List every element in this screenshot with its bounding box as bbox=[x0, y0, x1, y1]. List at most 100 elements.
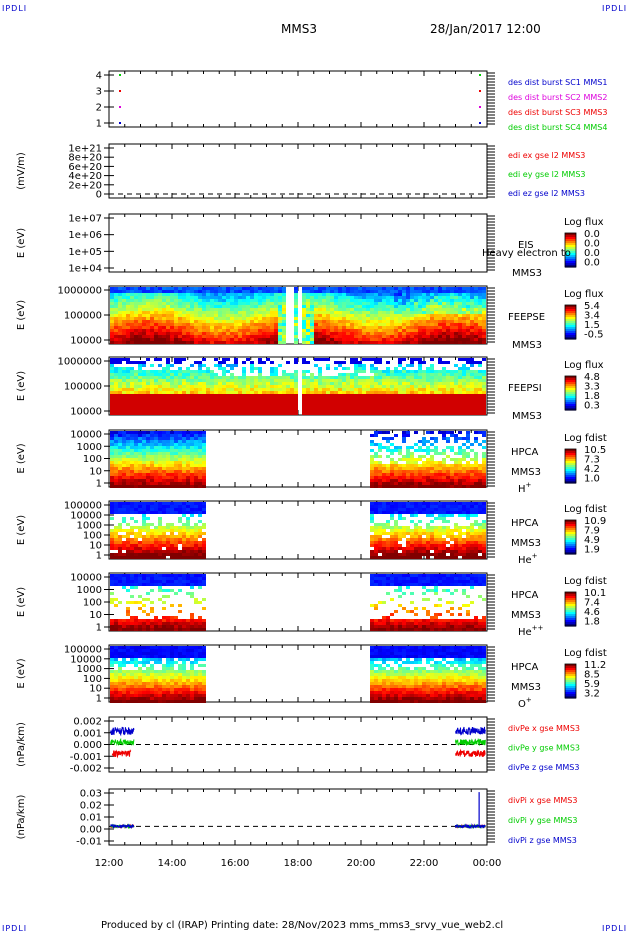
spectrogram-cell bbox=[450, 308, 454, 311]
spectrogram-cell bbox=[358, 385, 362, 388]
spectrogram-cell bbox=[338, 397, 342, 400]
spectrogram-cell bbox=[138, 382, 142, 385]
spectrogram-cell bbox=[274, 302, 278, 305]
spectrogram-cell bbox=[134, 335, 138, 338]
spectrogram-cell bbox=[162, 373, 166, 376]
spectrogram-cell bbox=[310, 388, 314, 391]
spectrogram-cell bbox=[454, 452, 458, 455]
y-tick-label: 1 bbox=[96, 479, 102, 490]
spectrogram-cell bbox=[222, 367, 226, 370]
spectrogram-cell bbox=[382, 470, 386, 473]
colorbar-tick-label: 0.0 bbox=[584, 258, 600, 269]
spectrogram-cell bbox=[478, 335, 482, 338]
spectrogram-cell bbox=[190, 323, 194, 326]
spectrogram-cell bbox=[434, 299, 438, 302]
spectrogram-cell bbox=[410, 458, 414, 461]
spectrogram-cell bbox=[130, 305, 134, 308]
spectrogram-cell bbox=[130, 449, 134, 452]
spectrogram-cell bbox=[146, 320, 150, 323]
spectrogram-cell bbox=[350, 299, 354, 302]
spectrogram-cell bbox=[314, 320, 318, 323]
spectrogram-cell bbox=[130, 476, 134, 479]
spectrogram-cell bbox=[178, 406, 182, 409]
spectrogram-cell bbox=[210, 376, 214, 379]
spectrogram-cell bbox=[234, 412, 238, 415]
spectrogram-cell bbox=[362, 335, 366, 338]
spectrogram-cell bbox=[202, 329, 206, 332]
spectrogram-cell bbox=[442, 482, 446, 485]
spectrogram-cell bbox=[190, 455, 194, 458]
spectrogram-cell bbox=[134, 473, 138, 476]
spectrogram-cell bbox=[410, 320, 414, 323]
spectrogram-cell bbox=[482, 332, 486, 335]
spectrogram-cell bbox=[114, 476, 118, 479]
spectrogram-cell bbox=[218, 329, 222, 332]
spectrogram-cell bbox=[406, 382, 410, 385]
spectrogram-cell bbox=[242, 323, 246, 326]
spectrogram-cell bbox=[450, 305, 454, 308]
spectrogram-cell bbox=[122, 376, 126, 379]
spectrogram-cell bbox=[414, 370, 418, 373]
spectrogram-cell bbox=[126, 508, 130, 511]
spectrogram-cell bbox=[414, 449, 418, 452]
spectrogram-cell bbox=[138, 338, 142, 341]
spectrogram-cell bbox=[474, 409, 478, 412]
spectrogram-cell bbox=[150, 458, 154, 461]
spectrogram-cell bbox=[426, 341, 430, 344]
spectrogram-cell bbox=[122, 505, 126, 508]
spectrogram-cell bbox=[134, 535, 138, 538]
spectrogram-cell bbox=[270, 388, 274, 391]
colorbar-tick-label: 4.8 bbox=[584, 372, 600, 383]
spectrogram-cell bbox=[230, 388, 234, 391]
spectrogram-cell bbox=[206, 385, 210, 388]
spectrogram-cell bbox=[466, 302, 470, 305]
spectrogram-cell bbox=[406, 461, 410, 464]
spectrogram-cell bbox=[342, 323, 346, 326]
spectrogram-cell bbox=[118, 434, 122, 437]
spectrogram-cell bbox=[238, 296, 242, 299]
spectrogram-cell bbox=[354, 311, 358, 314]
spectrogram-cell bbox=[246, 323, 250, 326]
spectrogram-cell bbox=[202, 376, 206, 379]
spectrogram-cell bbox=[438, 358, 442, 361]
spectrogram-cell bbox=[450, 476, 454, 479]
spectrogram-cell bbox=[126, 479, 130, 482]
spectrogram-cell bbox=[158, 311, 162, 314]
spectrogram-cell bbox=[390, 467, 394, 470]
spectrogram-cell bbox=[110, 358, 114, 361]
spectrogram-cell bbox=[182, 437, 186, 440]
spectrogram-cell bbox=[438, 400, 442, 403]
spectrogram-cell bbox=[306, 341, 310, 344]
spectrogram-cell bbox=[182, 449, 186, 452]
spectrogram-cell bbox=[170, 440, 174, 443]
spectrogram-cell bbox=[426, 388, 430, 391]
spectrogram-cell bbox=[278, 406, 282, 409]
spectrogram-cell bbox=[430, 470, 434, 473]
spectrogram-cell bbox=[186, 308, 190, 311]
spectrogram-cell bbox=[446, 403, 450, 406]
spectrogram-cell bbox=[326, 323, 330, 326]
spectrogram-cell bbox=[470, 485, 474, 488]
spectrogram-cell bbox=[458, 305, 462, 308]
legend-entry: des dist burst SC1 MMS1 bbox=[508, 78, 607, 87]
spectrogram-cell bbox=[422, 464, 426, 467]
spectrogram-cell bbox=[126, 388, 130, 391]
spectrogram-cell bbox=[182, 296, 186, 299]
spectrogram-cell bbox=[150, 314, 154, 317]
spectrogram-cell bbox=[202, 370, 206, 373]
spectrogram-cell bbox=[374, 338, 378, 341]
spectrogram-cell bbox=[450, 382, 454, 385]
spectrogram-cell bbox=[378, 299, 382, 302]
spectrogram-cell bbox=[142, 440, 146, 443]
spectrogram-cell bbox=[206, 376, 210, 379]
spectrogram-cell bbox=[258, 326, 262, 329]
colorbar-tick-label: 1.5 bbox=[584, 320, 600, 331]
spectrogram-cell bbox=[158, 461, 162, 464]
spectrogram-cell bbox=[438, 461, 442, 464]
spectrogram-cell bbox=[362, 385, 366, 388]
spectrogram-cell bbox=[378, 320, 382, 323]
spectrogram-cell bbox=[178, 391, 182, 394]
spectrogram-cell bbox=[370, 470, 374, 473]
spectrogram-cell bbox=[410, 452, 414, 455]
spectrogram-cell bbox=[118, 403, 122, 406]
